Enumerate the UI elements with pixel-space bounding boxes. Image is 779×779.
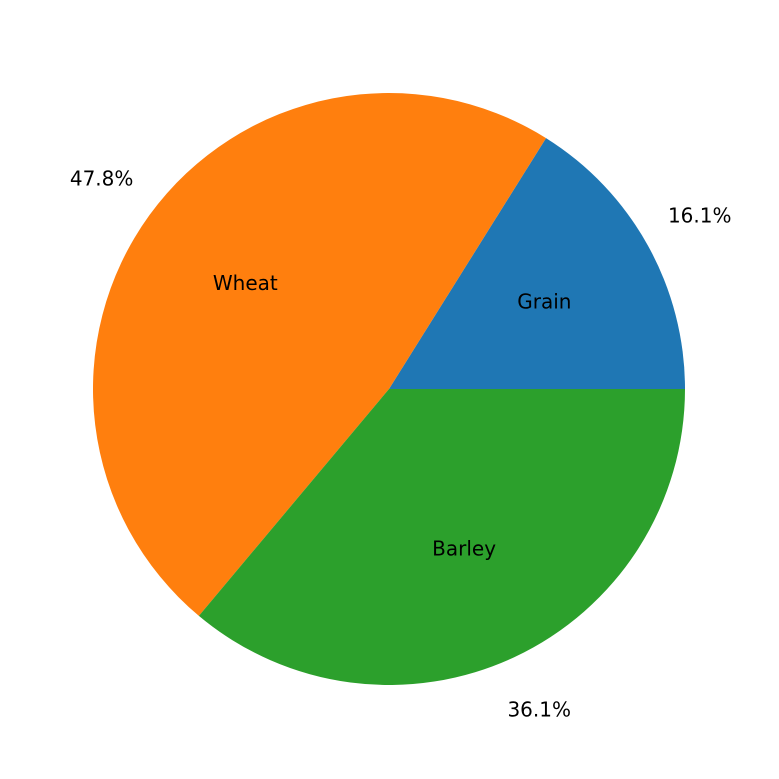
- pie-slice: [92, 92, 547, 616]
- pie-slice: [198, 389, 685, 685]
- pie-slice: [389, 138, 685, 389]
- slice-label: Wheat: [213, 271, 278, 295]
- percent-label: 16.1%: [668, 203, 732, 227]
- percent-label: 47.8%: [70, 167, 134, 191]
- slice-label: Barley: [432, 536, 496, 560]
- slice-label: Grain: [517, 289, 571, 313]
- percent-label: 36.1%: [507, 697, 571, 721]
